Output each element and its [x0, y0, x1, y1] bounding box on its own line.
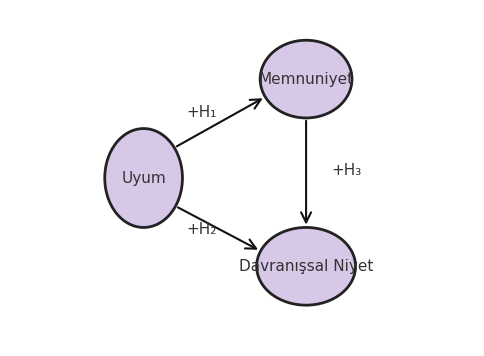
Text: +H₁: +H₁: [186, 105, 217, 120]
Text: Davranışsal Niyet: Davranışsal Niyet: [239, 259, 373, 274]
Text: Memnuniyet: Memnuniyet: [258, 72, 353, 87]
Text: Uyum: Uyum: [121, 171, 166, 185]
Ellipse shape: [105, 129, 182, 227]
Ellipse shape: [256, 227, 355, 305]
Text: +H₂: +H₂: [186, 222, 217, 237]
Ellipse shape: [259, 40, 351, 118]
Text: +H₃: +H₃: [331, 163, 361, 178]
